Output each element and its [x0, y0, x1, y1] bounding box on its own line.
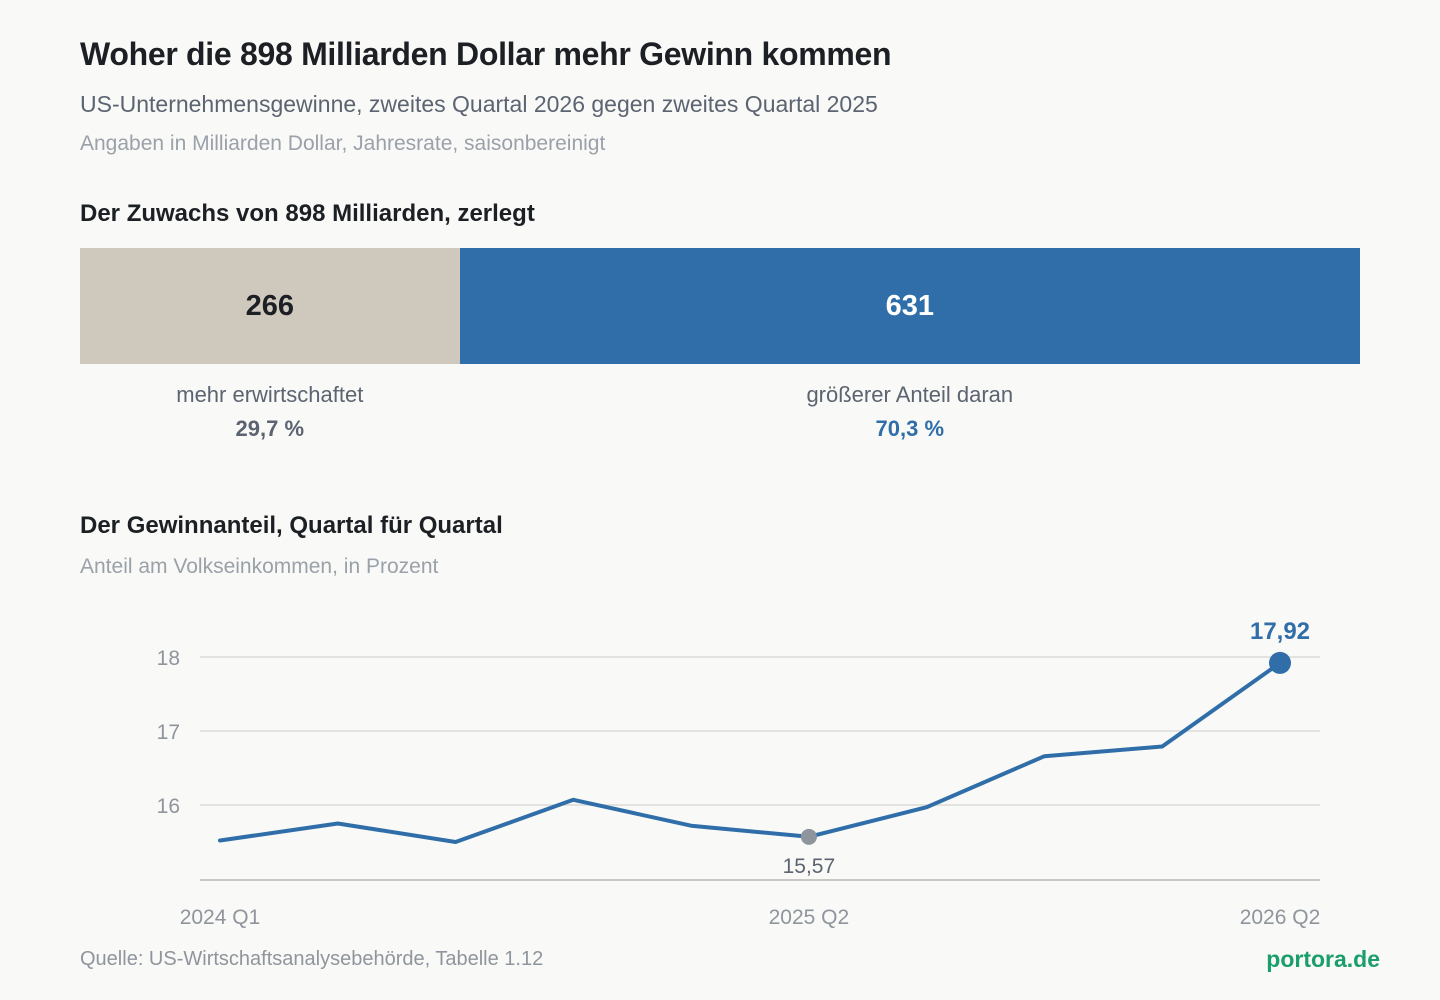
chart-title: Woher die 898 Milliarden Dollar mehr Gew…	[80, 36, 892, 72]
series-line	[218, 660, 1282, 844]
bar-segment-share: 631	[459, 248, 1360, 364]
x-tick-label: 2026 Q2	[1240, 906, 1321, 929]
data-label: 17,92	[1250, 618, 1310, 645]
x-tick-label: 2024 Q1	[180, 906, 261, 929]
chart-subtitle: US-Unternehmensgewinne, zweites Quartal …	[80, 91, 878, 117]
bar-segment-value: 266	[245, 289, 294, 322]
stacked-bar: 266 631	[80, 248, 1360, 364]
units-note: Angaben in Milliarden Dollar, Jahresrate…	[80, 132, 606, 155]
source-note: Quelle: US-Wirtschaftsanalysebehörde, Ta…	[80, 948, 544, 970]
y-tick-label: 17	[157, 721, 180, 744]
line-chart-heading: Der Gewinnanteil, Quartal für Quartal	[80, 512, 503, 539]
segment-share: 70,3 %	[875, 416, 945, 441]
brand-logo: portora.de	[1266, 946, 1380, 972]
line-chart: 16 17 18 2024 Q1 2025 Q2 2026 Q2 15,57 17,92	[157, 618, 1321, 929]
segment-label: mehr erwirtschaftet	[176, 382, 364, 407]
data-label: 15,57	[783, 855, 836, 878]
segment-label: größerer Anteil daran	[806, 382, 1014, 407]
x-tick-label: 2025 Q2	[769, 906, 850, 929]
segment-caption-share: größerer Anteil daran 70,3 %	[806, 382, 1013, 442]
bar-segment-value: 631	[885, 289, 934, 322]
y-tick-label: 16	[157, 795, 180, 818]
breakdown-heading: Der Zuwachs von 898 Milliarden, zerlegt	[80, 200, 535, 227]
segment-caption-earned: mehr erwirtschaftet 29,7 %	[176, 382, 363, 442]
bar-segment-earned: 266	[80, 248, 460, 364]
segment-share: 29,7 %	[235, 416, 305, 441]
data-point	[800, 828, 817, 845]
line-chart-subheading: Anteil am Volkseinkommen, in Prozent	[80, 555, 439, 578]
y-tick-label: 18	[157, 647, 180, 670]
data-point	[1269, 651, 1291, 674]
